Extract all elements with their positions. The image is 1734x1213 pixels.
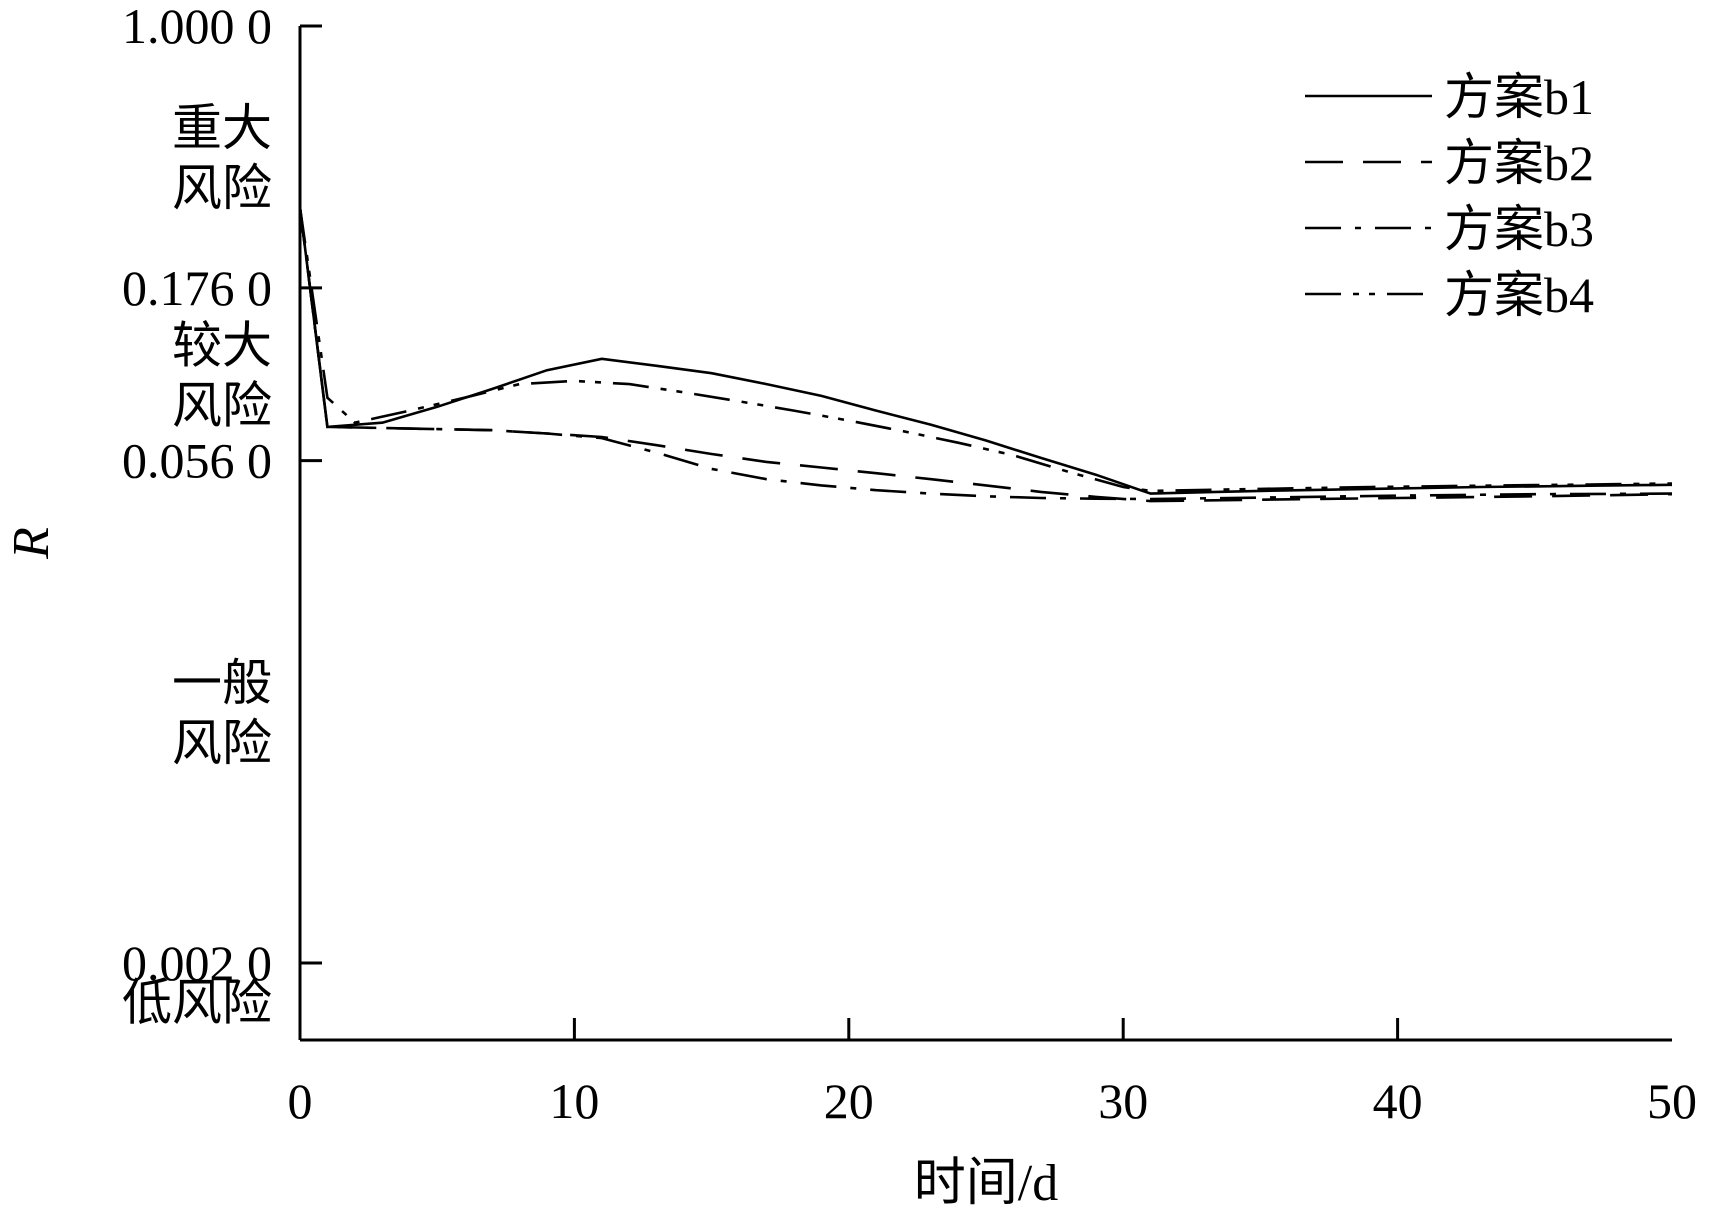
- y-tick-label: 1.000 0: [122, 0, 272, 54]
- legend-label: 方案b4: [1444, 267, 1594, 323]
- risk-region-label: 风险: [172, 160, 272, 216]
- series-line-3: [298, 207, 1673, 501]
- legend-label: 方案b2: [1444, 135, 1594, 191]
- y-tick-label: 0.176 0: [122, 260, 272, 316]
- legend: 方案b1 方案b2 方案b3 方案b4: [1305, 69, 1594, 323]
- series-line-1: [298, 207, 1673, 495]
- legend-label: 方案b1: [1444, 69, 1594, 125]
- x-axis-title: 时间/d: [914, 1155, 1058, 1212]
- x-tick-label: 0: [288, 1073, 313, 1129]
- x-tick-label: 40: [1373, 1073, 1423, 1129]
- y-axis-title: R: [3, 527, 60, 560]
- risk-region-label: 风险: [172, 715, 272, 771]
- series-line-2: [298, 207, 1673, 503]
- y-ticks: 1.000 0 0.176 0 0.056 0 0.002 0: [122, 0, 322, 991]
- series-line-4: [298, 207, 1673, 493]
- risk-region-label: 低风险: [122, 974, 272, 1030]
- risk-region-label: 重大: [172, 100, 272, 156]
- axes: [298, 26, 1672, 1042]
- risk-region-label: 一般: [172, 655, 272, 711]
- y-tick-label: 0.056 0: [122, 433, 272, 489]
- risk-region-label: 风险: [172, 377, 272, 433]
- x-tick-label: 30: [1098, 1073, 1148, 1129]
- series-layer: [298, 207, 1673, 503]
- x-ticks: 0 10 20 30 40 50: [288, 1018, 1697, 1129]
- y-tick-label: 0.002 0: [122, 935, 272, 991]
- x-tick-label: 50: [1647, 1073, 1697, 1129]
- x-tick-label: 20: [824, 1073, 874, 1129]
- legend-label: 方案b3: [1444, 201, 1594, 257]
- risk-region-label: 较大: [172, 317, 272, 373]
- x-tick-label: 10: [549, 1073, 599, 1129]
